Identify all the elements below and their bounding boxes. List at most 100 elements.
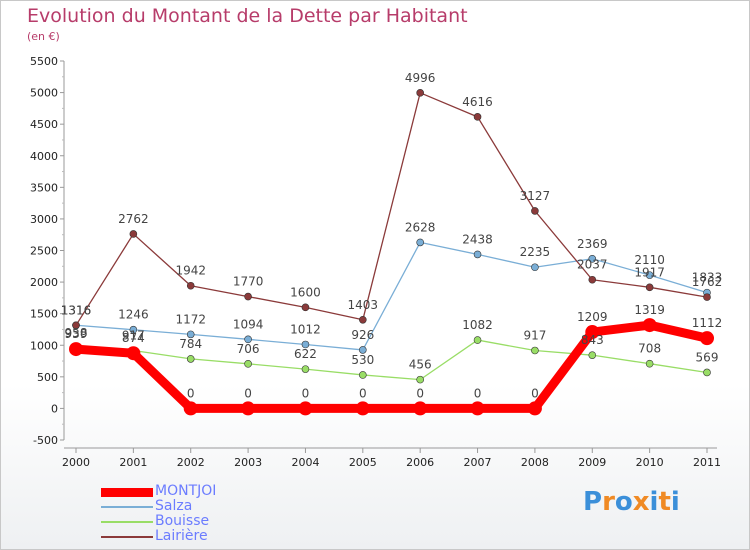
data-point-montjoi — [585, 325, 600, 340]
data-label-bouisse: 708 — [638, 342, 661, 356]
data-label-salza: 1316 — [61, 303, 92, 317]
data-point-bouisse — [416, 375, 424, 384]
legend-label-montjoi: MONTJOI — [155, 483, 217, 499]
data-point-montjoi — [69, 342, 83, 357]
data-label-bouisse: 958 — [65, 326, 88, 340]
data-label-lairiere: 4996 — [405, 71, 436, 85]
data-point-lairiere — [359, 315, 367, 324]
data-point-bouisse — [645, 359, 654, 368]
data-label-salza: 2369 — [577, 237, 608, 251]
y-tick-label: 4000 — [30, 150, 58, 163]
series-line-montjoi — [75, 320, 709, 413]
data-label-lairiere: 1942 — [175, 264, 206, 278]
legend-label-salza: Salza — [155, 498, 193, 514]
proxiti-logo: Proxiti — [583, 487, 680, 517]
y-tick-label: 2000 — [30, 276, 58, 289]
data-point-montjoi — [700, 331, 714, 346]
data-point-montjoi — [355, 401, 370, 416]
data-point-lairiere — [703, 293, 711, 301]
data-label-lairiere: 1316 — [61, 303, 92, 317]
legend-swatch-lairiere — [101, 536, 153, 538]
y-tick-label: 0 — [51, 402, 58, 415]
data-label-montjoi: 939 — [65, 327, 88, 341]
data-label-bouisse: 569 — [696, 350, 719, 364]
legend-label-bouisse: Bouisse — [155, 513, 210, 529]
data-label-lairiere: 1403 — [348, 298, 379, 312]
data-point-lairiere — [129, 230, 138, 238]
x-tick-label: 2002 — [177, 456, 205, 469]
data-point-montjoi — [470, 401, 485, 416]
y-tick-label: 5000 — [30, 87, 58, 100]
x-tick-label: 2006 — [406, 456, 434, 469]
data-label-salza: 2235 — [520, 245, 551, 259]
x-tick-label: 2011 — [693, 456, 721, 469]
data-point-lairiere — [473, 113, 482, 121]
data-point-salza — [473, 250, 482, 259]
data-point-montjoi — [413, 401, 428, 416]
data-label-salza: 1012 — [290, 322, 321, 336]
data-label-montjoi: 0 — [359, 386, 367, 400]
y-tick-label: 1000 — [30, 339, 58, 352]
x-tick-label: 2005 — [349, 456, 377, 469]
data-label-lairiere: 1762 — [692, 275, 723, 289]
data-point-lairiere — [645, 283, 654, 292]
data-label-montjoi: 0 — [244, 386, 252, 400]
data-point-salza — [301, 340, 310, 349]
data-point-bouisse — [531, 346, 539, 355]
y-tick-label: 3500 — [30, 181, 58, 194]
data-label-salza: 2628 — [405, 220, 436, 234]
data-point-lairiere — [531, 207, 539, 215]
x-tick-label: 2008 — [521, 456, 549, 469]
logo-letter: r — [602, 487, 615, 517]
y-tick-label: 5500 — [30, 55, 58, 68]
logo-letter: t — [658, 487, 671, 517]
y-tick-label: 500 — [37, 371, 58, 384]
data-label-salza: 1172 — [175, 312, 206, 326]
data-point-bouisse — [186, 355, 195, 363]
data-point-lairiere — [588, 275, 597, 284]
legend-swatch-salza — [101, 506, 153, 508]
legend-swatch-montjoi — [101, 487, 153, 497]
series-montjoi — [69, 318, 714, 416]
chart-axes: -500 0 500 1000 1500 2000 2500 3000 3500 4000 4500… — [30, 55, 721, 469]
data-label-salza: 2438 — [462, 232, 493, 246]
data-point-montjoi — [527, 401, 542, 416]
series-lairiere — [72, 89, 711, 330]
data-point-montjoi — [642, 318, 657, 333]
data-label-bouisse: 530 — [351, 353, 374, 367]
data-label-salza: 1246 — [118, 308, 149, 322]
series-line-salza — [75, 241, 708, 351]
y-tick-label: 2500 — [30, 245, 58, 258]
x-tick-label: 2000 — [62, 456, 90, 469]
data-label-bouisse: 784 — [179, 337, 202, 351]
data-point-lairiere — [416, 89, 424, 97]
data-label-bouisse: 1082 — [462, 318, 493, 332]
data-label-montjoi: 1112 — [692, 316, 723, 330]
data-point-salza — [244, 335, 252, 344]
data-point-lairiere — [72, 321, 80, 330]
chart-data-labels: 1316 1246 1172 1094 1012 926 2628 2438 2235 2369 2… — [61, 71, 723, 401]
x-tick-label: 2003 — [234, 456, 262, 469]
series-line-lairiere — [75, 92, 708, 326]
data-point-bouisse — [244, 360, 252, 368]
data-label-montjoi: 0 — [416, 386, 424, 400]
data-label-bouisse: 622 — [294, 347, 317, 361]
data-label-montjoi: 0 — [302, 386, 310, 400]
data-label-lairiere: 3127 — [520, 189, 551, 203]
x-tick-label: 2010 — [636, 456, 664, 469]
data-label-lairiere: 1770 — [233, 275, 264, 289]
data-label-bouisse: 843 — [581, 333, 604, 347]
data-label-montjoi: 1319 — [634, 303, 665, 317]
data-label-lairiere: 2762 — [118, 212, 149, 226]
logo-letter: P — [583, 487, 603, 517]
data-point-lairiere — [244, 292, 252, 301]
data-point-salza — [129, 325, 138, 334]
y-tick-label: 4500 — [30, 118, 58, 131]
logo-letter: o — [614, 487, 633, 517]
data-label-bouisse: 706 — [237, 342, 260, 356]
data-point-montjoi — [241, 401, 256, 416]
data-label-bouisse: 917 — [122, 328, 145, 342]
data-label-montjoi: 0 — [187, 386, 195, 400]
